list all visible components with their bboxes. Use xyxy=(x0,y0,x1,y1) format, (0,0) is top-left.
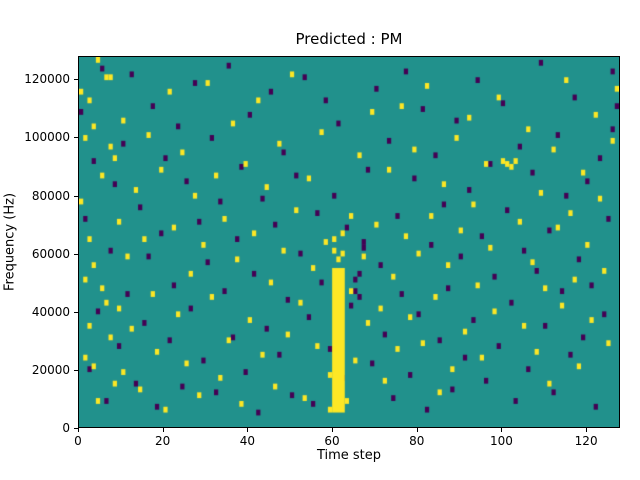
y-tick-label: 60000 xyxy=(31,246,70,261)
y-tick-label: 80000 xyxy=(31,188,70,203)
y-tick-mark xyxy=(74,428,78,429)
x-tick-mark xyxy=(586,428,588,432)
y-tick-mark xyxy=(74,369,78,371)
x-tick-label: 20 xyxy=(155,434,171,448)
y-tick-mark xyxy=(74,311,78,313)
y-tick-mark xyxy=(74,79,78,81)
y-tick-mark xyxy=(74,195,78,197)
x-tick-label: 0 xyxy=(74,434,82,448)
x-tick-mark xyxy=(247,428,249,432)
x-tick-mark xyxy=(501,428,503,432)
x-tick-label: 80 xyxy=(409,434,425,448)
y-tick-label: 120000 xyxy=(24,72,70,87)
y-tick-label: 100000 xyxy=(24,130,70,145)
x-tick-label: 40 xyxy=(239,434,256,448)
x-tick-mark xyxy=(78,428,79,432)
y-tick-mark xyxy=(74,137,78,139)
heatmap-canvas xyxy=(79,57,619,427)
x-tick-label: 120 xyxy=(574,434,598,448)
chart-title: Predicted : PM xyxy=(295,30,403,48)
plot-area xyxy=(78,56,620,428)
y-tick-label: 0 xyxy=(62,421,70,435)
x-tick-label: 60 xyxy=(324,434,340,448)
x-tick-mark xyxy=(162,428,164,432)
y-tick-mark xyxy=(74,253,78,255)
x-tick-label: 100 xyxy=(489,434,513,448)
x-tick-mark xyxy=(416,428,418,432)
y-tick-label: 40000 xyxy=(31,304,70,319)
y-axis-label: Frequency (Hz) xyxy=(2,192,18,292)
x-tick-mark xyxy=(332,428,334,432)
y-tick-label: 20000 xyxy=(31,362,70,377)
x-axis-label: Time step xyxy=(316,448,382,463)
